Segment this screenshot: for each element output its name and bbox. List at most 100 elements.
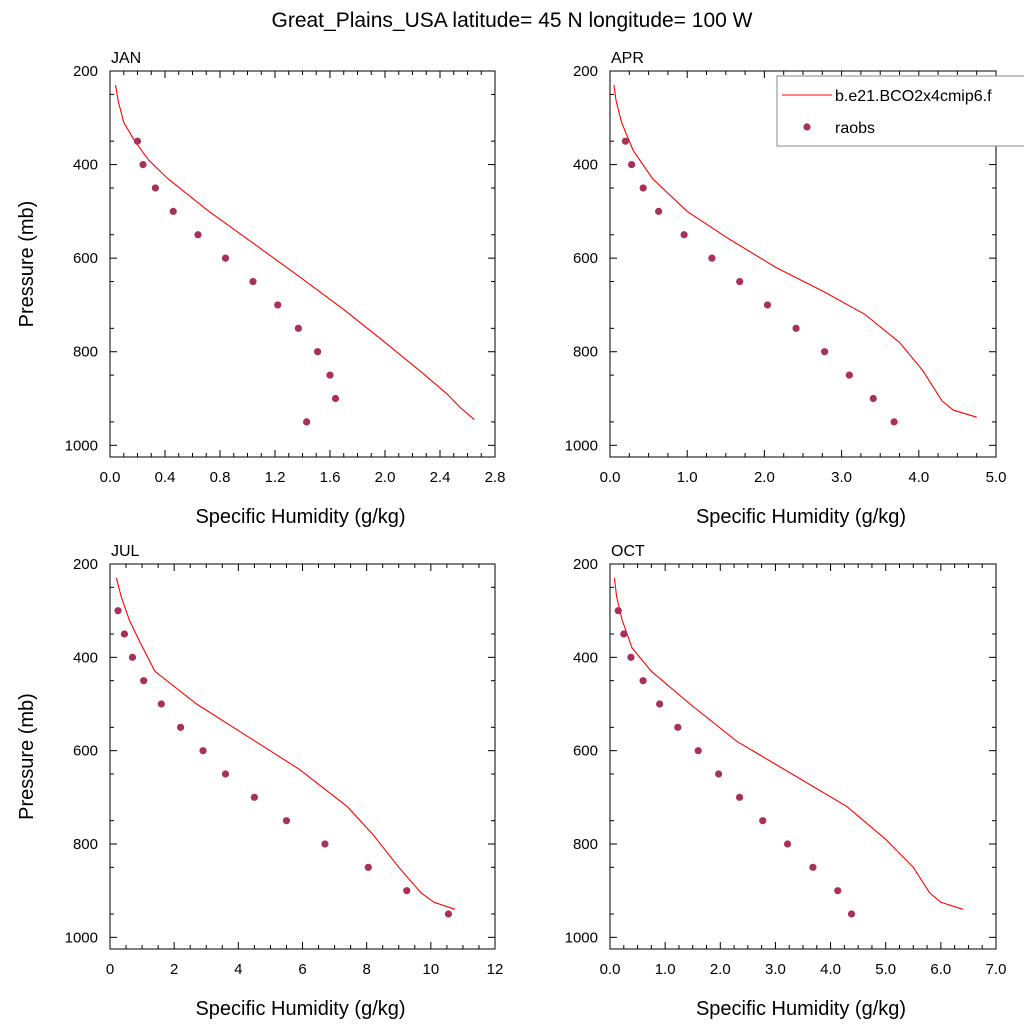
panel-apr: 0.0 1.0 2.0 3.0 4.0 5.0 200 400 600 800 1000 APR Spe… (565, 50, 1007, 528)
panel-jul: 0 2 4 6 8 10 12 200 400 600 800 1000 JUL Specific Hum… (16, 543, 503, 1020)
panel-apr-raobs-point (628, 160, 636, 169)
panel-jul-raobs-point (120, 630, 129, 638)
panel-apr-xlabel: Specific Humidity (g/kg) (696, 506, 906, 528)
panel-jul-xtick-label: 8 (362, 961, 370, 978)
panel-jan-ylabel: Pressure (mb) (16, 201, 38, 328)
panel-jan-xlabel: Specific Humidity (g/kg) (195, 506, 405, 528)
panel-oct-raobs-point (639, 677, 647, 685)
panel-jan-xtick-label: 2.4 (430, 469, 451, 486)
legend-box (776, 75, 1024, 147)
legend-marker-swatch (803, 123, 811, 131)
legend-label-raobs: raobs (835, 120, 875, 137)
panel-jul-ytick-label: 800 (73, 836, 98, 853)
panel-oct-ytick-label: 600 (573, 743, 598, 760)
panel-oct: 0.0 1.0 2.0 3.0 4.0 5.0 6.0 7.0 200 400 600 800 1000… (565, 543, 1007, 1020)
panels-group: 0.0 0.4 0.8 1.2 1.6 2.0 2.4 2.82004006008001000… (16, 50, 1024, 1020)
panel-apr-xtick-label: 1.0 (677, 469, 698, 486)
panel-oct-raobs-point (809, 863, 817, 871)
panel-jul-xtick-label: 6 (298, 961, 306, 978)
panel-jan-raobs-point (169, 207, 177, 215)
panel-jul-xtick-label: 4 (234, 961, 242, 978)
panel-apr-ytick-label: 200 (573, 63, 598, 80)
panel-jul-model-line (115, 577, 456, 910)
panel-oct-xtick-label: 3.0 (765, 961, 786, 978)
panel-oct-ytick-label: 800 (573, 836, 598, 853)
panel-jul-raobs-point (114, 607, 122, 615)
panel-oct-xtick-label: 7.0 (986, 961, 1007, 978)
panel-jan-xtick-label: 2.8 (485, 469, 506, 486)
panel-jul-xtick-label: 10 (422, 961, 439, 978)
panel-oct-xtick-label: 0.0 (600, 961, 621, 978)
panel-jul-title: JUL (111, 543, 140, 560)
panel-apr-raobs-point (821, 348, 829, 356)
panel-jul-raobs-point (176, 723, 185, 731)
panel-oct-ytick-label: 400 (573, 649, 598, 666)
panel-jul-raobs-point (221, 770, 230, 778)
panel-jul-raobs-point (157, 700, 165, 708)
panel-jan-raobs-point (151, 184, 159, 192)
panel-jan-xtick-label: 1.2 (265, 469, 286, 486)
panel-jul-ytick-label: 400 (73, 649, 98, 666)
panel-oct-raobs-point (674, 723, 682, 731)
panel-apr-raobs-point (680, 231, 688, 239)
panel-jan-raobs-point (221, 254, 230, 262)
panel-jan-model-line (114, 84, 475, 421)
panel-oct-raobs-point (834, 887, 842, 895)
panel-apr-model-line (613, 84, 977, 418)
panel-apr-raobs-point (890, 418, 898, 426)
panel-oct-xtick-label: 5.0 (875, 961, 896, 978)
panel-apr-xtick-label: 4.0 (908, 469, 929, 486)
panel-apr-ytick-label: 1000 (565, 437, 598, 454)
panel-jul-xtick-label: 2 (170, 961, 178, 978)
panel-apr-xtick-label: 2.0 (754, 469, 775, 486)
panel-jan-raobs-point (139, 160, 147, 169)
panel-jan-raobs-point (314, 348, 322, 356)
panel-apr-title: APR (611, 50, 644, 67)
panel-oct-raobs-point (620, 630, 628, 638)
panel-apr-xtick-label: 3.0 (831, 469, 852, 486)
panel-jan-raobs-point (274, 301, 282, 309)
panel-jul-ytick-label: 1000 (65, 929, 98, 946)
panel-apr-raobs-point (736, 277, 744, 286)
panel-apr-ytick-label: 400 (573, 157, 598, 174)
panel-jul-raobs-point (364, 863, 372, 871)
panel-jan-ytick-label: 600 (73, 250, 98, 267)
panel-jan-xtick-label: 0.0 (100, 469, 121, 486)
panel-oct-raobs-point (847, 910, 856, 918)
panel-jan-ytick-label: 800 (73, 344, 98, 361)
panel-jan-raobs-point (294, 324, 302, 332)
panel-oct-title: OCT (611, 543, 645, 560)
panel-jan-raobs-point (133, 137, 142, 145)
legend-label-model: b.e21.BCO2x4cmip6.f (835, 88, 992, 105)
panel-jul-ytick-label: 600 (73, 743, 98, 760)
panel-jan: 0.0 0.4 0.8 1.2 1.6 2.0 2.4 2.8 200 400 600 800 1000… (16, 50, 505, 528)
panel-apr-ytick-label: 800 (573, 344, 598, 361)
panel-jul-xtick-label: 12 (487, 961, 504, 978)
panel-oct-model-line (613, 577, 964, 910)
panel-jan-raobs-point (194, 231, 202, 239)
panel-jul-xlabel: Specific Humidity (g/kg) (195, 998, 405, 1020)
panel-oct-ytick-label: 200 (573, 556, 598, 573)
panel-apr-raobs-point (639, 184, 647, 192)
panel-jan-frame (109, 70, 496, 458)
panel-apr-raobs-point (763, 301, 772, 309)
panel-jan-ytick-label: 200 (73, 63, 98, 80)
panel-jan-xtick-label: 0.8 (210, 469, 231, 486)
panel-oct-raobs-point (694, 747, 702, 755)
panel-jul-raobs-point (321, 840, 329, 848)
panel-jul-raobs-point (199, 747, 207, 755)
panel-apr-raobs-point (621, 137, 630, 145)
panel-jan-xtick-label: 2.0 (375, 469, 396, 486)
panel-apr-raobs-point (845, 371, 853, 379)
panel-jan-title: JAN (111, 50, 141, 67)
panel-jul-raobs-point (128, 653, 137, 661)
panel-oct-xlabel: Specific Humidity (g/kg) (696, 998, 906, 1020)
panel-jul-raobs-point (140, 677, 148, 685)
panel-jan-raobs-point (249, 277, 257, 286)
panel-jul-xtick-label: 0 (106, 961, 114, 978)
panel-jul-raobs-point (250, 793, 258, 801)
panel-oct-xtick-label: 6.0 (930, 961, 951, 978)
panel-oct-xtick-label: 2.0 (710, 961, 731, 978)
panel-oct-xtick-label: 1.0 (655, 961, 676, 978)
panel-jul-raobs-point (282, 817, 291, 825)
